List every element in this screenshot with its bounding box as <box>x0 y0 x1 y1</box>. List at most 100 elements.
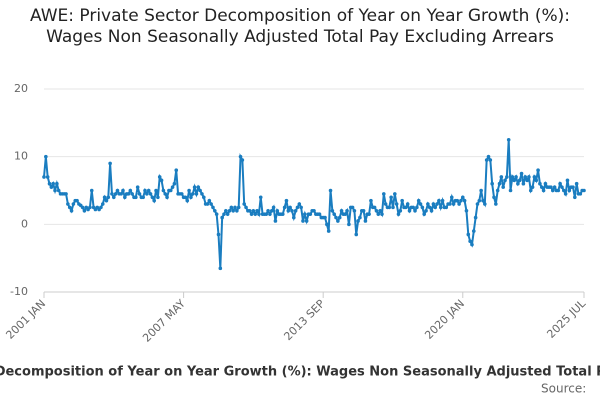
point <box>488 158 493 162</box>
point <box>411 205 415 210</box>
point <box>295 205 300 210</box>
point <box>275 209 280 213</box>
point <box>578 192 583 196</box>
point <box>506 137 511 142</box>
point <box>460 195 465 200</box>
point <box>549 185 553 189</box>
point <box>100 202 105 206</box>
point <box>108 161 112 166</box>
point <box>378 209 382 213</box>
point <box>135 185 140 189</box>
point <box>179 192 184 196</box>
point <box>539 185 544 189</box>
point <box>198 188 202 193</box>
point <box>189 195 193 200</box>
point <box>268 212 272 216</box>
point <box>552 185 557 189</box>
point <box>343 212 348 216</box>
point <box>536 168 540 172</box>
point <box>242 202 247 206</box>
point <box>143 188 147 193</box>
point <box>273 219 278 223</box>
point <box>236 205 241 210</box>
point <box>141 195 145 200</box>
point <box>284 198 289 203</box>
point <box>503 178 507 183</box>
point <box>538 181 542 186</box>
point <box>380 212 384 216</box>
point <box>492 195 496 200</box>
point <box>457 202 461 206</box>
point <box>187 188 191 193</box>
legend-label: AWE: Private Sector Decomposition of Yea… <box>0 365 600 380</box>
point <box>75 198 79 203</box>
line <box>43 139 584 269</box>
point <box>200 192 204 196</box>
point <box>269 209 274 213</box>
point <box>556 188 561 193</box>
point <box>150 195 155 200</box>
point <box>227 209 232 213</box>
point <box>231 209 235 213</box>
point <box>257 212 261 216</box>
point <box>145 192 149 196</box>
point <box>238 154 243 159</box>
point <box>339 209 344 213</box>
point <box>88 205 92 210</box>
point <box>64 192 68 196</box>
point <box>519 171 524 176</box>
point <box>157 175 162 179</box>
point <box>345 209 349 213</box>
point <box>525 178 529 183</box>
point <box>123 195 127 200</box>
point <box>222 212 226 216</box>
point <box>512 178 517 183</box>
point <box>394 202 399 206</box>
point <box>271 205 276 210</box>
point <box>332 212 337 216</box>
point <box>574 181 579 186</box>
point <box>174 168 179 172</box>
point <box>244 205 248 210</box>
point <box>156 195 160 200</box>
point <box>53 188 57 193</box>
point <box>190 192 195 196</box>
chart-title: AWE: Private Sector Decomposition of Yea… <box>30 6 570 47</box>
point <box>475 202 480 206</box>
point <box>391 205 395 210</box>
point <box>247 209 252 213</box>
point <box>192 185 197 189</box>
x-tick-label: 2020 JAN <box>422 297 467 342</box>
point <box>440 198 445 203</box>
point <box>565 178 570 183</box>
point <box>356 219 360 223</box>
point <box>196 185 201 189</box>
point <box>299 205 303 210</box>
point <box>433 205 438 210</box>
point <box>218 266 223 271</box>
point <box>213 209 217 213</box>
point <box>429 209 434 213</box>
point <box>479 188 483 193</box>
point <box>444 205 449 210</box>
point <box>44 154 48 159</box>
point <box>398 209 403 213</box>
point <box>383 202 388 206</box>
point <box>532 175 537 179</box>
point <box>49 185 54 189</box>
point <box>317 212 322 216</box>
point <box>481 198 485 203</box>
point <box>106 195 111 200</box>
point <box>99 205 103 210</box>
point <box>121 188 125 193</box>
point <box>420 205 425 210</box>
point <box>514 175 518 179</box>
point <box>561 188 566 193</box>
point <box>159 178 164 183</box>
x-tick-label: 2007 MAY <box>140 297 188 345</box>
point <box>119 192 123 196</box>
point <box>376 212 381 216</box>
y-tick-label: 0 <box>21 217 28 230</box>
point <box>418 202 423 206</box>
point <box>165 195 169 200</box>
